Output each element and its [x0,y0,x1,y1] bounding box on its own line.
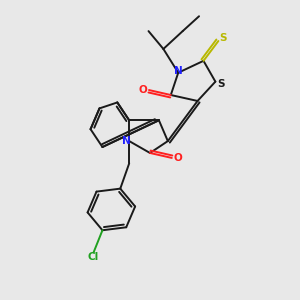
Text: S: S [220,33,227,43]
Text: N: N [122,136,130,146]
Text: N: N [174,66,183,76]
Text: O: O [139,85,147,95]
Text: O: O [173,153,182,163]
Text: S: S [218,79,225,88]
Text: Cl: Cl [88,253,99,262]
